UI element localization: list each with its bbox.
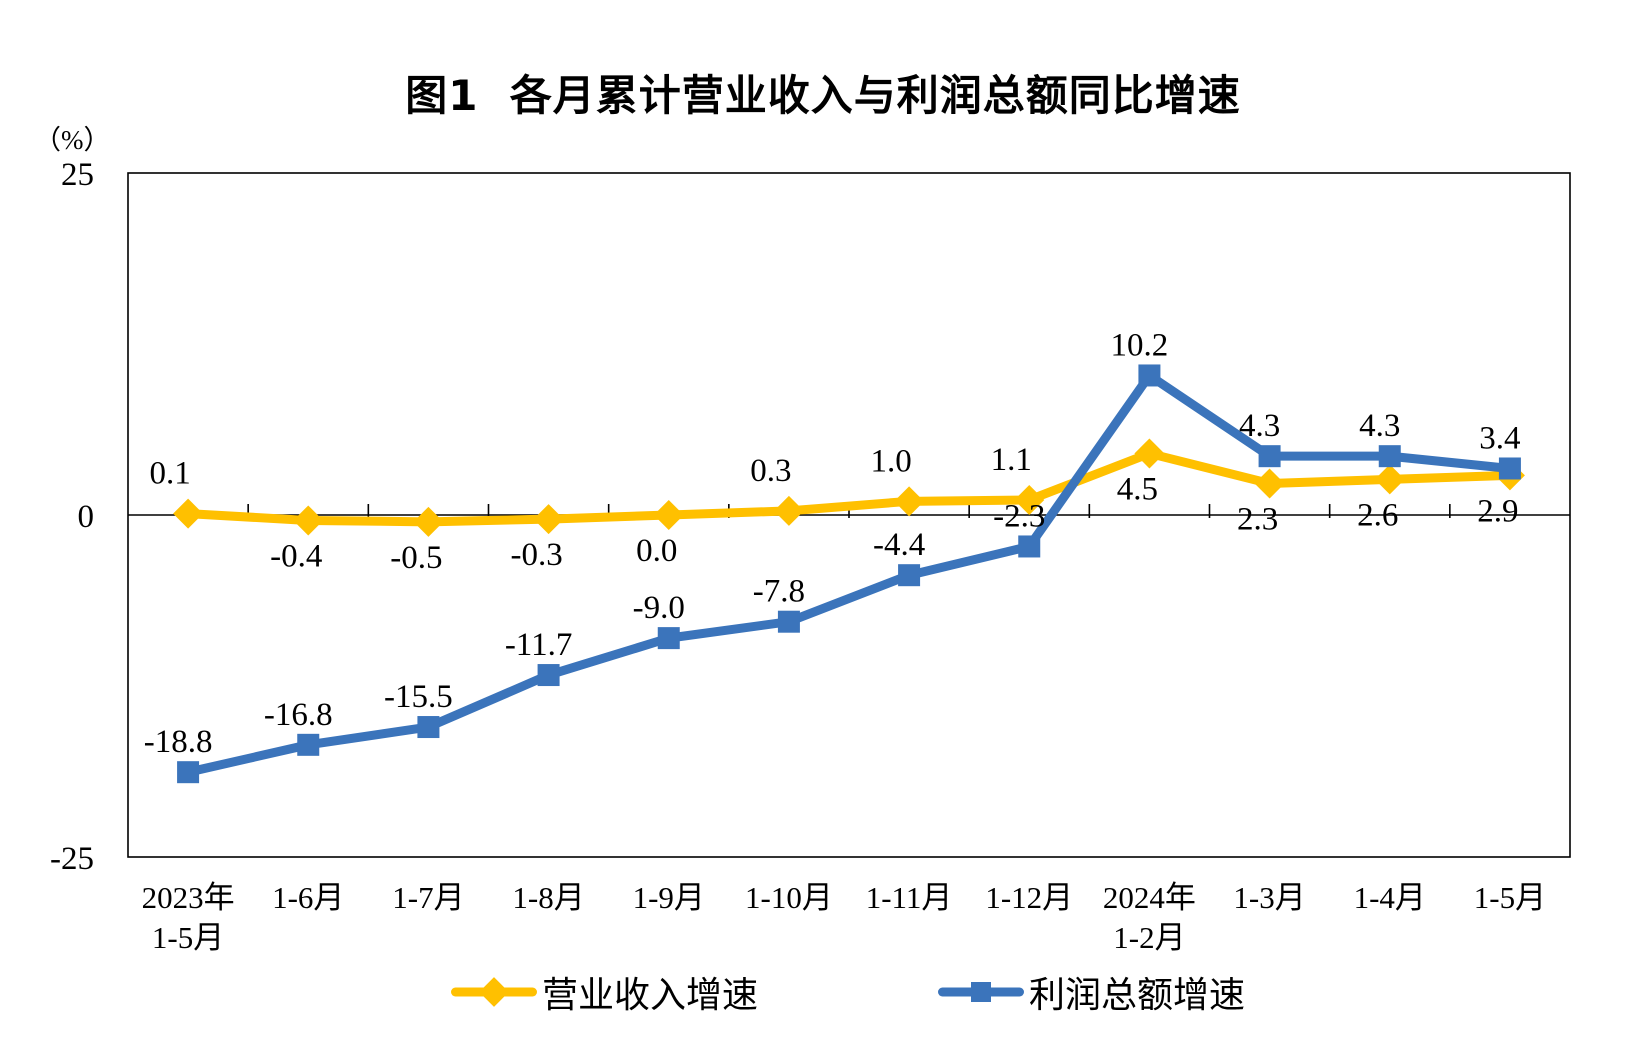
data-point-marker-square [1138,364,1161,387]
data-point-label: 1.1 [991,442,1032,478]
data-point-marker-diamond [413,506,444,537]
x-axis-category-label: 1-4月 [1354,880,1426,915]
x-axis-category-label: 1-5月 [152,920,224,955]
data-point-label: 0.3 [750,453,791,489]
data-point-label: 10.2 [1111,327,1169,363]
data-point-marker-square [1018,535,1041,558]
series-line-revenue [183,448,1515,527]
data-point-label: -15.5 [384,679,453,715]
data-point-marker-square [417,716,440,739]
data-point-marker-diamond [1254,468,1285,499]
data-point-label: -18.8 [144,724,213,760]
legend-swatch-revenue [451,966,537,1018]
data-point-marker-square [1258,445,1281,468]
x-axis-category-label: 2023年 [142,880,235,915]
x-axis-category-label: 1-5月 [1474,880,1546,915]
data-point-marker-diamond [533,504,564,535]
x-axis-category-label: 1-6月 [272,880,344,915]
diamond-marker-icon [479,977,509,1007]
data-point-marker-diamond [653,500,684,530]
x-axis-category-label: 1-2月 [1113,920,1185,955]
data-point-label: 3.4 [1479,420,1520,456]
data-point-marker-diamond [173,498,204,529]
data-point-label: -16.8 [264,697,333,733]
data-point-marker-square [537,664,560,687]
x-axis-category-label: 1-9月 [633,880,705,915]
legend-swatch-profit [938,966,1024,1018]
data-point-marker-square [777,610,800,633]
data-point-label: 2.6 [1357,497,1398,533]
data-point-label: -0.5 [390,540,442,576]
data-point-label: -11.7 [505,627,573,663]
y-axis-tick-label: 25 [61,157,94,193]
legend-item-revenue: 营业收入增速 [451,966,758,1018]
data-point-label: -4.4 [873,527,925,563]
data-point-marker-square [1498,457,1521,480]
data-point-label: 4.3 [1239,408,1280,444]
data-point-label: -0.4 [270,538,322,574]
data-point-marker-square [297,733,320,756]
data-point-marker-diamond [1374,464,1405,495]
data-point-label: 4.5 [1117,471,1158,507]
data-point-label: 0.1 [149,456,190,492]
series-line-profit [183,370,1515,777]
data-point-label: 2.9 [1477,493,1518,529]
data-point-marker-diamond [894,486,925,517]
y-axis-unit-label: （%） [34,125,111,155]
y-axis-tick-label: 0 [78,499,95,535]
chart-title: 图1 各月累计营业收入与利润总额同比增速 [405,71,1241,120]
data-point-marker-square [657,627,680,650]
data-point-marker-diamond [1014,484,1045,515]
data-point-marker-square [898,564,921,587]
x-axis-category-label: 1-7月 [392,880,464,915]
data-point-label: 1.0 [870,443,911,479]
x-axis-category-label: 2024年 [1103,880,1196,915]
data-point-marker-diamond [293,505,324,536]
data-point-label: -7.8 [753,574,805,610]
data-point-label: -9.0 [633,590,685,626]
legend-item-profit: 利润总额增速 [938,966,1245,1018]
x-axis-category-label: 1-11月 [866,880,953,915]
y-axis-tick-label: -25 [50,841,94,877]
data-point-marker-diamond [1134,438,1165,469]
legend-label-revenue: 营业收入增速 [542,975,759,1015]
x-axis-category-label: 1-8月 [512,880,584,915]
data-point-marker-square [1378,445,1401,468]
data-point-label: 2.3 [1237,502,1278,538]
data-point-label: 0.0 [636,533,677,569]
legend-label-profit: 利润总额增速 [1029,975,1246,1015]
data-point-marker-square [177,761,200,784]
data-point-label: -2.3 [993,498,1045,534]
x-axis-category-label: 1-3月 [1233,880,1305,915]
square-marker-icon [971,982,991,1002]
data-point-label: 4.3 [1359,408,1400,444]
data-point-label: -0.3 [510,537,562,573]
x-axis-category-label: 1-12月 [985,880,1073,915]
x-axis-category-label: 1-10月 [745,880,833,915]
data-point-marker-diamond [773,495,804,526]
